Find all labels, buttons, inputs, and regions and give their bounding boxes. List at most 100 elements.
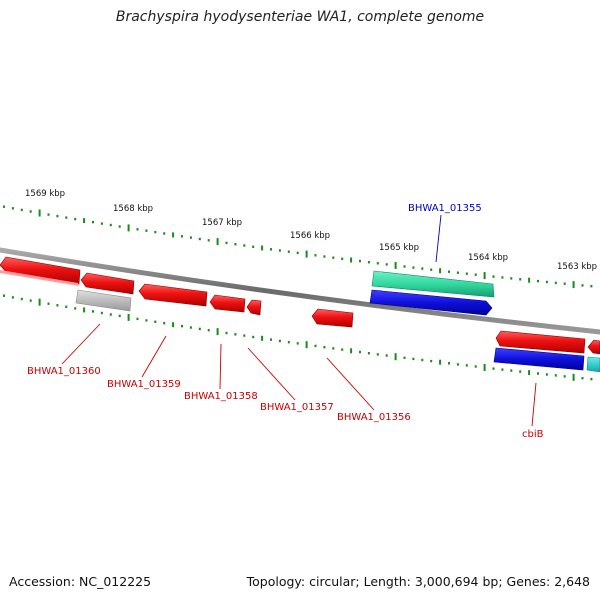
gene-feature-cyan-edge[interactable] <box>586 356 600 373</box>
gene-feature-grey[interactable] <box>75 289 132 312</box>
scale-labels: 1569 kbp 1568 kbp 1567 kbp 1566 kbp 1565… <box>25 189 597 272</box>
scale-tick <box>127 224 130 232</box>
scale-tick <box>74 307 77 310</box>
scale-tick <box>305 341 308 349</box>
scale-tick <box>234 243 237 246</box>
gene-feature-red-edge[interactable] <box>587 339 600 355</box>
scale-tick <box>412 357 415 361</box>
scale-label: 1563 kbp <box>557 262 597 272</box>
scale-tick <box>56 304 59 307</box>
scale-tick <box>323 346 326 349</box>
scale-tick <box>430 268 433 271</box>
scale-tick <box>314 344 317 348</box>
scale-tick <box>207 239 210 242</box>
scale-tick <box>465 272 468 275</box>
scale-tick <box>296 342 299 345</box>
gene-feature-blue-2[interactable] <box>493 347 585 371</box>
scale-tick <box>367 352 370 355</box>
scale-tick <box>216 328 219 336</box>
scale-tick <box>270 338 272 341</box>
genome-summary-text: Topology: circular; Length: 3,000,694 bp… <box>246 574 590 589</box>
scale-tick <box>359 259 361 263</box>
scale-tick <box>65 216 68 219</box>
scale-tick <box>350 257 353 263</box>
scale-tick <box>234 333 237 336</box>
scale-tick <box>403 356 406 359</box>
scale-ticks-inner <box>3 294 593 381</box>
scale-tick <box>439 359 442 365</box>
scale-tick <box>163 322 166 325</box>
gene-label[interactable]: BHWA1_01360 <box>27 366 101 377</box>
scale-tick <box>11 207 14 210</box>
scale-tick <box>590 285 593 288</box>
scale-tick <box>528 277 531 283</box>
scale-tick <box>430 359 433 363</box>
gene-small-feature[interactable] <box>246 299 262 316</box>
scale-tick <box>510 277 513 280</box>
scale-tick <box>287 250 290 253</box>
scale-tick <box>172 232 175 238</box>
scale-tick <box>448 362 450 365</box>
scale-tick <box>483 272 486 280</box>
scale-tick <box>207 329 210 332</box>
gene-label[interactable]: BHWA1_01355 <box>408 203 482 214</box>
scale-tick <box>118 225 121 228</box>
scale-tick <box>537 279 539 283</box>
scale-tick <box>100 311 103 315</box>
scale-tick <box>305 250 308 258</box>
scale-tick <box>492 367 495 370</box>
scale-tick <box>65 305 68 308</box>
gene-BHWA1_01356-feature[interactable] <box>311 308 354 328</box>
scale-tick <box>216 238 219 246</box>
gene-label[interactable]: cbiB <box>522 429 544 440</box>
scale-tick <box>341 257 344 260</box>
gene-BHWA1_01358-feature[interactable] <box>138 283 208 307</box>
scale-tick <box>252 335 255 339</box>
scale-tick <box>225 331 228 335</box>
scale-tick <box>590 377 593 381</box>
scale-tick <box>145 319 148 322</box>
scale-tick <box>572 373 575 381</box>
scale-tick <box>261 245 264 251</box>
scale-tick <box>29 210 32 213</box>
scale-tick <box>492 275 495 278</box>
gene-label[interactable]: BHWA1_01359 <box>107 379 181 390</box>
scale-tick <box>20 297 23 301</box>
scale-tick <box>189 236 192 239</box>
gene-labels: BHWA1_01355 BHWA1_01360 BHWA1_01359 BHWA… <box>27 203 544 440</box>
gene-BHWA1_01355-feature[interactable] <box>371 270 495 298</box>
scale-tick <box>456 363 459 366</box>
scale-label: 1566 kbp <box>290 231 330 241</box>
scale-tick <box>563 375 566 378</box>
gene-BHWA1_01360-feature[interactable] <box>0 256 81 286</box>
scale-tick <box>385 263 388 266</box>
scale-tick <box>501 368 504 371</box>
gene-cbiB-feature[interactable] <box>495 330 586 354</box>
gene-BHWA1_01359-feature[interactable] <box>80 272 135 295</box>
scale-tick <box>154 320 157 323</box>
gene-feature-blue[interactable] <box>369 289 493 316</box>
scale-label: 1564 kbp <box>468 253 508 263</box>
genome-title: Brachyspira hyodysenteriae WA1, complete… <box>115 9 485 25</box>
scale-label: 1568 kbp <box>113 204 153 214</box>
scale-tick <box>92 310 94 313</box>
gene-label[interactable]: BHWA1_01358 <box>184 391 258 402</box>
scale-tick <box>394 353 397 361</box>
scale-tick <box>545 280 548 284</box>
gene-label[interactable]: BHWA1_01356 <box>337 412 411 423</box>
scale-tick <box>332 347 335 350</box>
gene-BHWA1_01357-feature[interactable] <box>209 294 246 313</box>
scale-tick <box>510 369 513 372</box>
scale-tick <box>296 251 299 255</box>
scale-tick <box>56 214 59 218</box>
scale-ticks-outer <box>3 205 593 289</box>
scale-tick <box>163 232 166 235</box>
gene-label[interactable]: BHWA1_01357 <box>260 402 334 413</box>
scale-tick <box>11 296 14 299</box>
scale-tick <box>74 217 77 221</box>
scale-tick <box>118 314 121 318</box>
scale-tick <box>109 313 112 316</box>
scale-tick <box>243 334 246 337</box>
scale-tick <box>198 327 201 331</box>
